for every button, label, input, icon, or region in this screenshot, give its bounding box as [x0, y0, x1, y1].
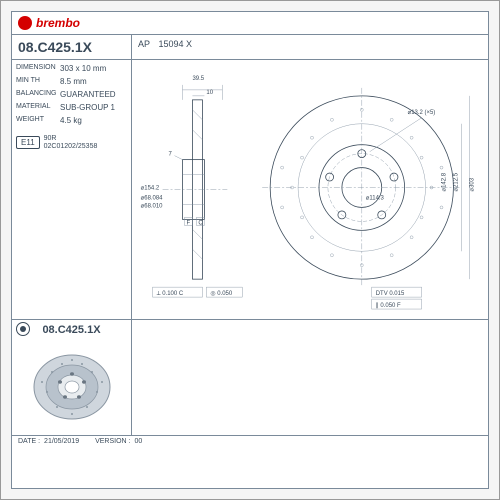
side-view: 39.5 10 7 ⌀154.2 ⌀68.084 ⌀68.010 F	[141, 76, 243, 297]
thumbnail-row: 08.C425.1X	[12, 320, 488, 436]
drawing-sheet: brembo 08.C425.1X AP 15094 X DIMENSION 3…	[0, 0, 500, 500]
spec-value: GUARANTEED	[60, 90, 127, 99]
thumbnail-blank	[132, 320, 488, 435]
drawing-frame: brembo 08.C425.1X AP 15094 X DIMENSION 3…	[11, 11, 489, 489]
spec-key: DIMENSION	[16, 64, 60, 73]
main-row: DIMENSION 303 x 10 mm MIN TH 8.5 mm BALA…	[12, 60, 488, 320]
spec-column: DIMENSION 303 x 10 mm MIN TH 8.5 mm BALA…	[12, 60, 132, 319]
dim-212: ⌀212.5	[453, 172, 459, 191]
rotor-thumbnail	[27, 352, 117, 422]
tol2: ◎ 0.050	[210, 291, 232, 297]
spec-value: SUB-GROUP 1	[60, 103, 127, 112]
thumbnail-pn-cell: 08.C425.1X	[12, 320, 132, 435]
spec-weight: WEIGHT 4.5 kg	[16, 114, 127, 127]
cert-line2: 02C01202/25358	[44, 143, 98, 150]
ap-value: 15094 X	[159, 39, 193, 49]
dim-d1: ⌀154.2	[141, 186, 160, 192]
tol1: ⟂ 0.100 C	[157, 290, 184, 297]
e-mark-icon: E11	[16, 136, 40, 149]
spec-minth: MIN TH 8.5 mm	[16, 75, 127, 88]
technical-drawing: 39.5 10 7 ⌀154.2 ⌀68.084 ⌀68.010 F	[132, 60, 488, 319]
front-view: ⌀13.2 (×5) ⌀114.3 ⌀303 ⌀212.5 ⌀142.8 DTV…	[262, 88, 475, 309]
dim-bc: ⌀114.3	[366, 195, 385, 201]
spec-material: MATERIAL SUB-GROUP 1	[16, 101, 127, 114]
dim-hole: ⌀13.2 (×5)	[408, 110, 436, 116]
dim-top1: 39.5	[192, 76, 204, 82]
cert-row: E11 90R 02C01202/25358	[16, 135, 127, 150]
dim-d2: ⌀68.084	[141, 195, 164, 201]
spec-balancing: BALANCING GUARANTEED	[16, 88, 127, 101]
brembo-logo-icon	[18, 16, 32, 30]
cert-text: 90R 02C01202/25358	[44, 135, 98, 150]
dtv: DTV 0.015	[376, 291, 405, 297]
par: ∥ 0.050 F	[376, 302, 401, 309]
footer-version-value: 00	[135, 438, 143, 445]
datum-c: C	[198, 220, 203, 226]
footer-version-key: VERSION :	[95, 438, 130, 445]
datum-f: F	[186, 220, 190, 226]
dim-side7: 7	[169, 152, 173, 158]
drawing-area: 39.5 10 7 ⌀154.2 ⌀68.084 ⌀68.010 F	[132, 60, 488, 319]
ap-label: AP	[138, 39, 156, 49]
brand-name: brembo	[36, 16, 80, 30]
part-number: 08.C425.1X	[12, 35, 132, 59]
title-row: 08.C425.1X AP 15094 X	[12, 35, 488, 60]
spec-dimension: DIMENSION 303 x 10 mm	[16, 62, 127, 75]
footer-date-value: 21/05/2019	[44, 438, 79, 445]
logo-row: brembo	[12, 12, 488, 35]
dim-142: ⌀142.8	[441, 172, 447, 191]
spec-key: WEIGHT	[16, 116, 60, 125]
thumbnail-part-number: 08.C425.1X	[12, 324, 131, 336]
cert-line1: 90R	[44, 135, 57, 142]
spec-key: MIN TH	[16, 77, 60, 86]
footer-date-key: DATE :	[18, 438, 40, 445]
spec-value: 303 x 10 mm	[60, 64, 127, 73]
dim-od: ⌀303	[469, 177, 475, 191]
spec-value: 4.5 kg	[60, 116, 127, 125]
spec-key: BALANCING	[16, 90, 60, 99]
dim-d3: ⌀68.010	[141, 203, 164, 209]
spec-value: 8.5 mm	[60, 77, 127, 86]
spec-key: MATERIAL	[16, 103, 60, 112]
footer-row: DATE : 21/05/2019 VERSION : 00	[12, 436, 488, 447]
ap-cell: AP 15094 X	[132, 35, 488, 59]
dim-top2: 10	[206, 90, 213, 96]
